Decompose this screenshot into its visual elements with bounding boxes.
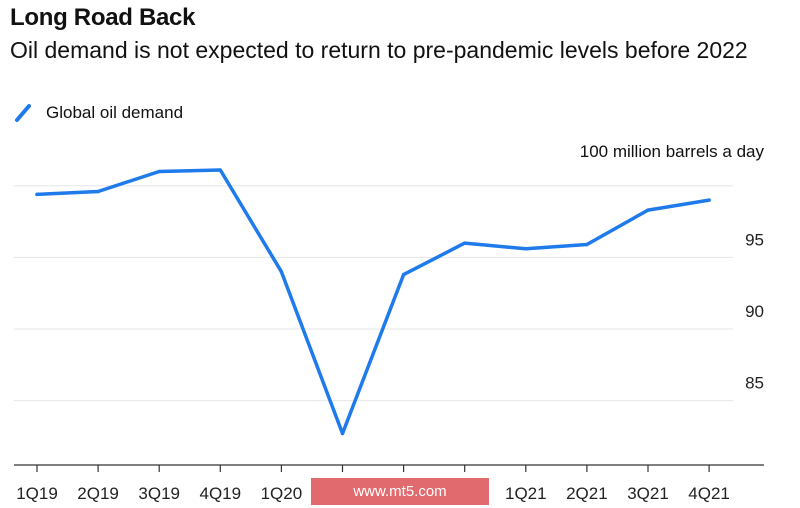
x-tick-label: 2Q21 <box>566 484 608 503</box>
data-point <box>401 272 406 277</box>
y-tick-label: 95 <box>745 230 764 249</box>
data-point <box>218 168 222 172</box>
data-point <box>279 270 284 274</box>
data-point <box>585 242 589 247</box>
chart-subtitle: Oil demand is not expected to return to … <box>10 37 748 63</box>
y-tick-label: 85 <box>745 374 764 393</box>
watermark-banner: www.mt5.com <box>311 478 489 505</box>
data-point <box>524 247 528 251</box>
series-line-global-oil-demand <box>35 168 711 436</box>
data-point <box>707 198 711 202</box>
data-point <box>340 431 345 436</box>
x-tick-label: 1Q20 <box>261 484 303 503</box>
data-point <box>646 208 650 212</box>
x-tick-label: 2Q19 <box>77 484 119 503</box>
data-point <box>35 192 39 197</box>
chart-title: Long Road Back <box>10 4 196 31</box>
x-tick-label: 3Q19 <box>138 484 180 503</box>
legend-label: Global oil demand <box>46 103 184 122</box>
x-tick-label: 1Q19 <box>16 484 58 503</box>
x-tick-label: 3Q21 <box>627 484 669 503</box>
data-point <box>463 241 467 245</box>
unit-label: 100 million barrels a day <box>579 142 764 161</box>
legend: Global oil demand <box>14 103 183 123</box>
data-point <box>157 169 161 174</box>
x-tick-label: 1Q21 <box>505 484 547 503</box>
x-tick-label: 4Q19 <box>200 484 242 503</box>
data-point <box>96 189 100 194</box>
y-tick-label: 90 <box>745 302 764 321</box>
x-tick-label: 4Q21 <box>688 484 730 503</box>
legend-line-icon <box>15 104 31 122</box>
